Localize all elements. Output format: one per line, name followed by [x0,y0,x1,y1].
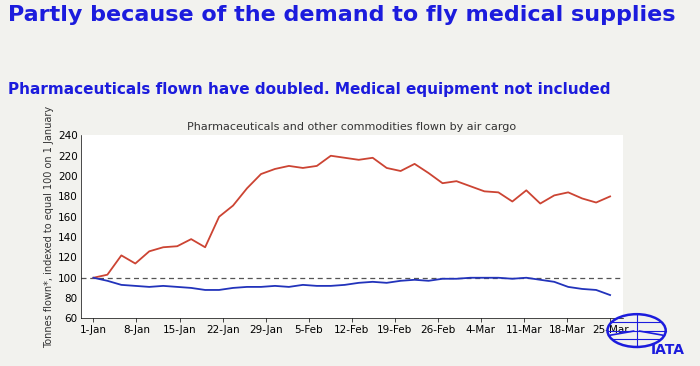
Text: IATA: IATA [650,343,685,357]
Text: Pharmaceuticals flown have doubled. Medical equipment not included: Pharmaceuticals flown have doubled. Medi… [8,82,611,97]
Text: Partly because of the demand to fly medical supplies: Partly because of the demand to fly medi… [8,5,676,26]
Title: Pharmaceuticals and other commodities flown by air cargo: Pharmaceuticals and other commodities fl… [187,122,517,132]
Y-axis label: Tonnes flown*, indexed to equal 100 on 1 January: Tonnes flown*, indexed to equal 100 on 1… [44,106,54,348]
